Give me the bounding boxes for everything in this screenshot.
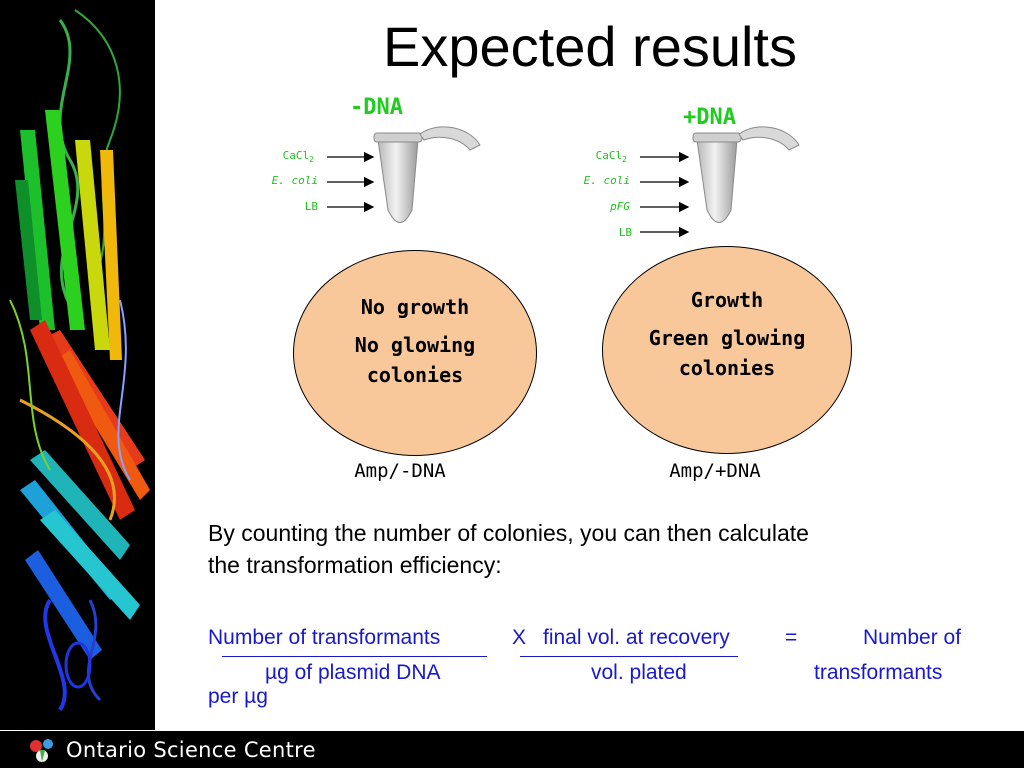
- reagent-lb-minus: LB: [304, 200, 318, 213]
- arrows-plus: [640, 151, 690, 238]
- reagent-lb-plus: LB: [618, 226, 632, 239]
- formula-numerator2: final vol. at recovery: [543, 626, 730, 649]
- reagent-pfg-plus: pFG: [610, 200, 630, 213]
- osc-logo-icon: [30, 739, 53, 762]
- description-line1: By counting the number of colonies, you …: [208, 520, 809, 546]
- formula-numerator1: Number of transformants: [208, 626, 441, 649]
- dish-minus-text: No growth No glowing colonies: [293, 292, 537, 390]
- tube-plus-image: [692, 126, 800, 223]
- formula-result-bottom: transformants: [814, 661, 943, 684]
- reagent-ecoli-plus: E. coli: [583, 174, 630, 187]
- dish-minus-line2a: No glowing: [354, 333, 476, 357]
- protein-ribbon-image: [0, 0, 155, 730]
- dish-plus-line2a: Green glowing: [648, 326, 806, 350]
- reagent-ecoli-minus: E. coli: [271, 174, 318, 187]
- minus-dna-label: -DNA: [350, 95, 403, 120]
- description-line2: the transformation efficiency:: [208, 552, 502, 578]
- plus-dna-label: +DNA: [683, 105, 736, 130]
- formula-operator-x: X: [512, 626, 527, 649]
- petri-dish-plus: [602, 246, 852, 454]
- dish-plus-text: Growth Green glowing colonies: [602, 285, 852, 383]
- petri-dish-minus: [293, 250, 537, 456]
- dish-plus-line2b: colonies: [678, 356, 776, 380]
- formula-denominator1: µg of plasmid DNA: [265, 661, 441, 684]
- tube-minus-image: [373, 126, 481, 223]
- formula-result-top: Number of: [863, 626, 962, 649]
- plate-label-plus: Amp/+DNA: [669, 460, 761, 482]
- arrows-minus: [327, 151, 375, 213]
- formula-denominator2: vol. plated: [591, 661, 687, 684]
- fraction-line-1: [222, 656, 487, 657]
- reagent-cacl2-minus: CaCl2: [282, 149, 314, 165]
- dish-plus-line1: Growth: [690, 288, 764, 312]
- page-title: Expected results: [383, 15, 797, 78]
- fraction-line-2: [520, 656, 738, 657]
- description-text: By counting the number of colonies, you …: [208, 517, 978, 581]
- dish-minus-line1: No growth: [360, 295, 470, 319]
- formula-result-tail: per µg: [208, 685, 268, 708]
- reagent-cacl2-plus: CaCl2: [595, 149, 627, 165]
- footer-bar: [0, 731, 1024, 768]
- footer-brand-text: Ontario Science Centre: [66, 738, 316, 762]
- dish-minus-line2b: colonies: [366, 363, 464, 387]
- plate-label-minus: Amp/-DNA: [354, 460, 446, 482]
- formula-operator-equals: =: [785, 626, 798, 649]
